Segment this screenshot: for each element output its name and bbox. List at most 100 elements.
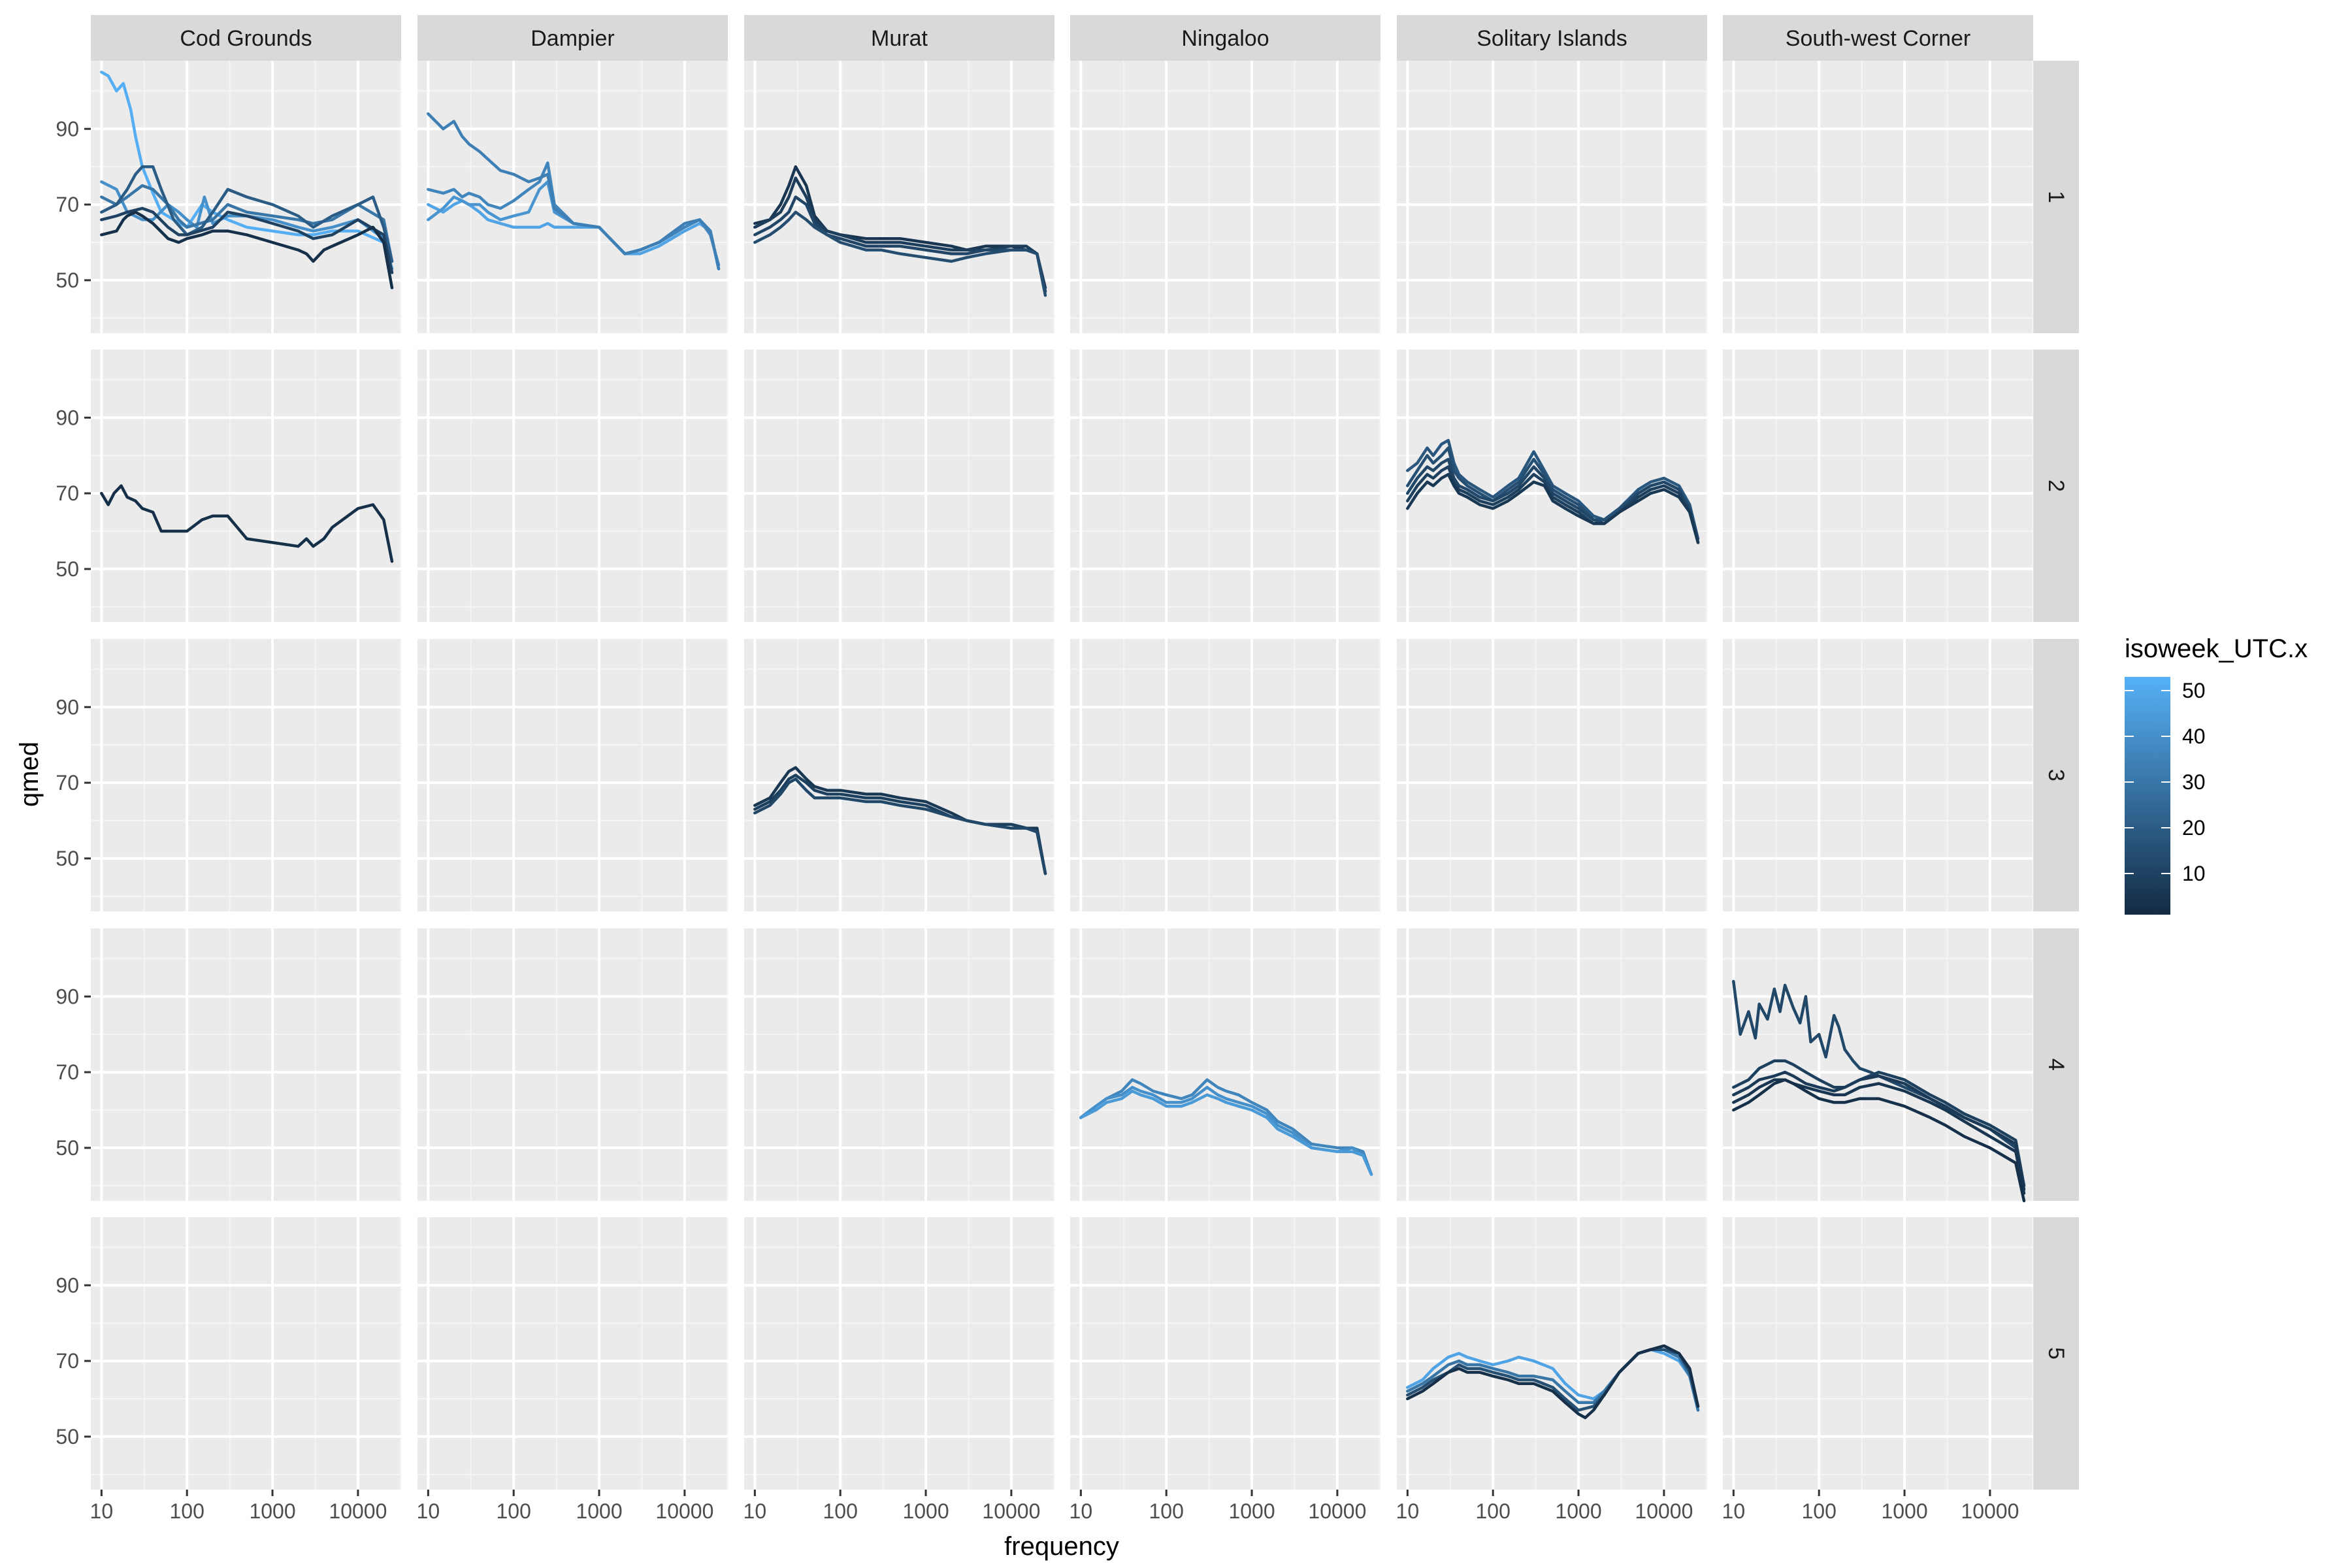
y-tick-label: 90 (56, 695, 79, 719)
facet-panel (1070, 639, 1381, 911)
facet-strip-row (2033, 1217, 2079, 1490)
x-tick-label: 10000 (982, 1499, 1040, 1523)
facet-panel (1397, 639, 1708, 911)
y-tick-label: 70 (56, 1060, 79, 1084)
facet-strip-row (2033, 350, 2079, 622)
series-line (100, 184, 394, 263)
x-tick-label: 100 (497, 1499, 531, 1523)
facet-panel (744, 639, 1055, 911)
panel-background (1070, 350, 1380, 622)
facet-panel (1397, 928, 1708, 1201)
x-tick-label: 10000 (655, 1499, 713, 1523)
facet-row-label: 1 (2044, 191, 2068, 203)
panel-series-group (100, 71, 394, 289)
panel-background (1723, 1217, 2033, 1490)
legend-title: isoweek_UTC.x (2125, 634, 2308, 663)
facet-column-label: Murat (871, 26, 928, 51)
facet-column-label: Solitary Islands (1477, 26, 1627, 51)
x-tick-label: 1000 (1881, 1499, 1927, 1523)
facet-panel (1070, 1217, 1381, 1490)
x-tick-label: 1000 (249, 1499, 295, 1523)
y-tick-label: 70 (56, 482, 79, 505)
x-tick-label: 100 (1476, 1499, 1511, 1523)
facet-strip-row (2033, 61, 2079, 333)
facet-column-label: Dampier (531, 26, 614, 51)
panel-background (1723, 928, 2033, 1201)
panel-background (744, 928, 1054, 1201)
series-line (1079, 1089, 1373, 1176)
facet-panel (744, 1217, 1055, 1490)
series-line (753, 774, 1047, 875)
y-tick-label: 70 (56, 771, 79, 794)
panel-series-group (427, 112, 721, 270)
facet-panel (417, 61, 728, 333)
panel-background (1070, 61, 1380, 333)
series-line (1406, 1344, 1700, 1420)
y-tick-label: 50 (56, 557, 79, 581)
series-line (100, 180, 394, 270)
series-line (100, 71, 394, 274)
facet-panel (417, 1217, 728, 1490)
facet-panel (91, 350, 402, 622)
facet-strip-column (1070, 15, 1380, 61)
series-line (1732, 1078, 2026, 1195)
panel-background (744, 350, 1054, 622)
panel-background (1723, 350, 2033, 622)
x-tick-label: 10 (1722, 1499, 1746, 1523)
x-tick-label: 100 (823, 1499, 858, 1523)
facet-panel (1723, 61, 2034, 333)
panel-background (91, 350, 401, 622)
panel-background (744, 639, 1054, 911)
facet-strip-column (91, 15, 401, 61)
panel-background (1397, 639, 1707, 911)
facet-strip-column (1397, 15, 1707, 61)
panel-background (744, 61, 1054, 333)
y-tick-label: 70 (56, 1349, 79, 1373)
panel-background (744, 1217, 1054, 1490)
series-line (753, 777, 1047, 875)
facet-column-label: Ningaloo (1181, 26, 1269, 51)
y-tick-label: 50 (56, 1425, 79, 1448)
facet-panel (744, 928, 1055, 1201)
panel-background (417, 61, 728, 333)
facet-panel (1397, 1217, 1708, 1490)
x-tick-label: 10 (1070, 1499, 1093, 1523)
legend-tick-label: 40 (2182, 725, 2206, 748)
series-line (1406, 457, 1700, 544)
panel-series-group (1406, 438, 1700, 544)
facet-strip-column (1723, 15, 2033, 61)
x-tick-label: 10000 (1961, 1499, 2019, 1523)
facet-panel (417, 639, 728, 911)
panel-background (1070, 1217, 1380, 1490)
x-tick-label: 1000 (1555, 1499, 1601, 1523)
series-line (100, 484, 394, 563)
x-tick-label: 10 (90, 1499, 114, 1523)
panel-background (91, 1217, 401, 1490)
facet-panel (91, 639, 402, 911)
panel-background (1397, 61, 1707, 333)
facet-strip-row (2033, 639, 2079, 911)
facet-panel (1070, 928, 1381, 1201)
facet-panel (1723, 1217, 2034, 1490)
facet-panel (417, 928, 728, 1201)
y-tick-label: 70 (56, 193, 79, 216)
series-line (1732, 979, 2026, 1188)
series-line (1406, 472, 1700, 544)
facet-panel (91, 1217, 402, 1490)
facet-panel (1723, 350, 2034, 622)
x-tick-label: 100 (170, 1499, 204, 1523)
series-line (1406, 438, 1700, 540)
panel-series-group (753, 766, 1047, 875)
x-tick-label: 10 (1396, 1499, 1420, 1523)
panel-background (417, 1217, 728, 1490)
y-tick-label: 50 (56, 1136, 79, 1160)
x-tick-label: 1000 (576, 1499, 622, 1523)
series-line (427, 112, 721, 270)
y-tick-label: 50 (56, 269, 79, 292)
x-axis-title: frequency (1004, 1532, 1119, 1561)
facet-strip-column (417, 15, 728, 61)
legend-colorbar (2125, 677, 2170, 915)
facet-row-label: 5 (2044, 1347, 2068, 1360)
x-tick-label: 100 (1149, 1499, 1184, 1523)
panel-background (91, 928, 401, 1201)
